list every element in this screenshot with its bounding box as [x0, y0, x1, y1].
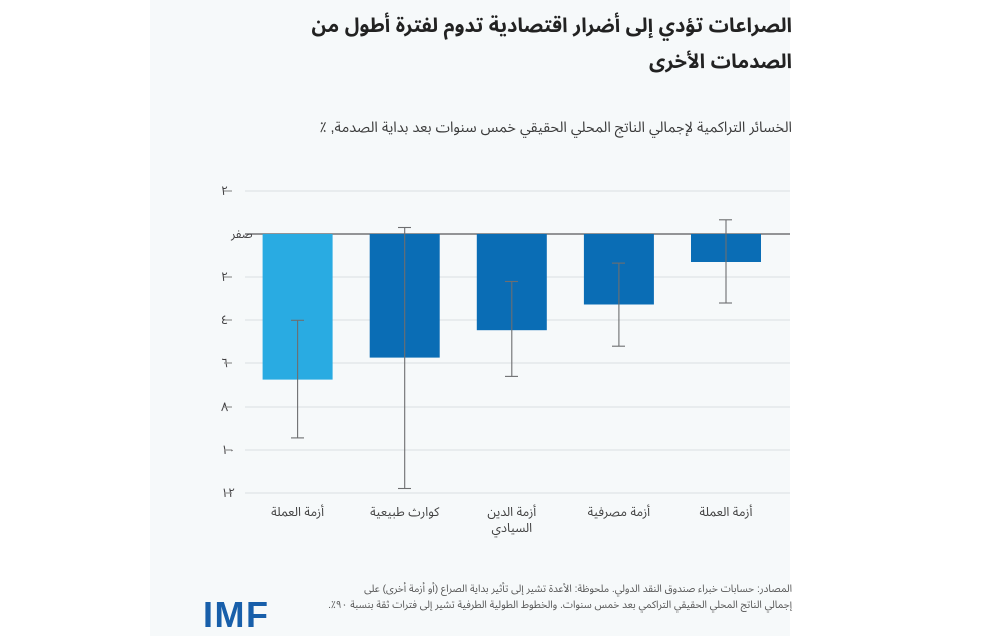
- svg-text:السيادي: السيادي: [491, 521, 532, 538]
- svg-text:أزمة مصرفية: أزمة مصرفية: [588, 504, 651, 519]
- svg-text:صفر: صفر: [230, 227, 253, 241]
- svg-text:أزمة الدين: أزمة الدين: [487, 504, 536, 520]
- svg-text:كوارث طبيعية: كوارث طبيعية: [370, 505, 440, 519]
- svg-text:أزمة العملة: أزمة العملة: [700, 504, 753, 519]
- svg-text:أزمة العملة: أزمة العملة: [271, 504, 324, 519]
